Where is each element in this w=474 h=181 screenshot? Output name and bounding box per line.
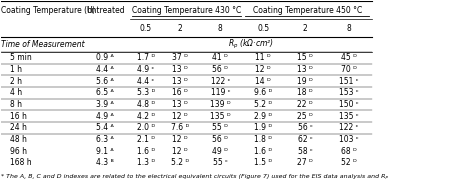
Text: 1.8 ᴰ: 1.8 ᴰ	[254, 135, 272, 144]
Text: 5.6 ᴬ: 5.6 ᴬ	[96, 77, 114, 86]
Text: 16 ᴰ: 16 ᴰ	[172, 88, 188, 97]
Text: 2 h: 2 h	[10, 77, 22, 86]
Text: 56 ᴰ: 56 ᴰ	[212, 135, 228, 144]
Text: Coating Temperature 450 °C: Coating Temperature 450 °C	[253, 6, 362, 15]
Text: 55 ᶜ: 55 ᶜ	[213, 158, 228, 167]
Text: 4.4 ᴬ: 4.4 ᴬ	[96, 65, 114, 74]
Text: $R_p$ (kΩ·cm²): $R_p$ (kΩ·cm²)	[228, 38, 274, 51]
Text: 1.7 ᴰ: 1.7 ᴰ	[137, 53, 155, 62]
Text: 45 ᴰ: 45 ᴰ	[341, 53, 357, 62]
Text: 153 ᶜ: 153 ᶜ	[339, 88, 359, 97]
Text: 4.3 ᴮ: 4.3 ᴮ	[96, 158, 114, 167]
Text: 135 ᴰ: 135 ᴰ	[210, 112, 231, 121]
Text: 8 h: 8 h	[10, 100, 22, 109]
Text: 49 ᴰ: 49 ᴰ	[212, 147, 228, 155]
Text: 16 h: 16 h	[10, 112, 27, 121]
Text: * The A, B, C and D indexes are related to the electrical equivalent circuits (F: * The A, B, C and D indexes are related …	[1, 174, 389, 179]
Text: 24 h: 24 h	[10, 123, 27, 132]
Text: 13 ᴰ: 13 ᴰ	[172, 77, 188, 86]
Text: 150 ᶜ: 150 ᶜ	[339, 100, 359, 109]
Text: Untreated: Untreated	[86, 6, 125, 15]
Text: 4 h: 4 h	[10, 88, 23, 97]
Text: 12 ᴰ: 12 ᴰ	[172, 112, 188, 121]
Text: 56 ᶜ: 56 ᶜ	[298, 123, 312, 132]
Text: 15 ᴰ: 15 ᴰ	[297, 53, 313, 62]
Text: 151 ᶜ: 151 ᶜ	[339, 77, 359, 86]
Text: 5 min: 5 min	[10, 53, 32, 62]
Text: 19 ᴰ: 19 ᴰ	[297, 77, 313, 86]
Text: 0.5: 0.5	[257, 24, 269, 33]
Text: 13 ᴰ: 13 ᴰ	[172, 100, 188, 109]
Text: 12 ᴰ: 12 ᴰ	[255, 65, 271, 74]
Text: 56 ᴰ: 56 ᴰ	[212, 65, 228, 74]
Text: 12 ᴰ: 12 ᴰ	[172, 147, 188, 155]
Text: 2: 2	[302, 24, 307, 33]
Text: 41 ᴰ: 41 ᴰ	[212, 53, 228, 62]
Text: 2.9 ᴰ: 2.9 ᴰ	[254, 112, 272, 121]
Text: 5.4 ᴬ: 5.4 ᴬ	[96, 123, 114, 132]
Text: 0.5: 0.5	[140, 24, 152, 33]
Text: 2.1 ᴰ: 2.1 ᴰ	[137, 135, 155, 144]
Text: 11 ᴰ: 11 ᴰ	[255, 53, 271, 62]
Text: 3.9 ᴬ: 3.9 ᴬ	[96, 100, 114, 109]
Text: 4.2 ᴰ: 4.2 ᴰ	[137, 112, 155, 121]
Text: 13 ᴰ: 13 ᴰ	[297, 65, 313, 74]
Text: 5.2 ᴰ: 5.2 ᴰ	[254, 100, 272, 109]
Text: 122 ᶜ: 122 ᶜ	[210, 77, 230, 86]
Text: 1.3 ᴰ: 1.3 ᴰ	[137, 158, 155, 167]
Text: Coating Temperature (h): Coating Temperature (h)	[1, 6, 95, 15]
Text: Time of Measurement: Time of Measurement	[1, 40, 85, 49]
Text: 2.0 ᴰ: 2.0 ᴰ	[137, 123, 155, 132]
Text: 13 ᴰ: 13 ᴰ	[172, 65, 188, 74]
Text: 122 ᶜ: 122 ᶜ	[339, 123, 359, 132]
Text: 1.9 ᴰ: 1.9 ᴰ	[254, 123, 272, 132]
Text: 37 ᴰ: 37 ᴰ	[172, 53, 188, 62]
Text: 1.6 ᴰ: 1.6 ᴰ	[137, 147, 155, 155]
Text: 12 ᴰ: 12 ᴰ	[172, 135, 188, 144]
Text: 8: 8	[218, 24, 223, 33]
Text: 4.4 ᶜ: 4.4 ᶜ	[137, 77, 155, 86]
Text: 9.6 ᴰ: 9.6 ᴰ	[254, 88, 273, 97]
Text: Coating Temperature 430 °C: Coating Temperature 430 °C	[132, 6, 241, 15]
Text: 62 ᶜ: 62 ᶜ	[298, 135, 312, 144]
Text: 68 ᴰ: 68 ᴰ	[341, 147, 357, 155]
Text: 18 ᴰ: 18 ᴰ	[297, 88, 313, 97]
Text: 4.8 ᴰ: 4.8 ᴰ	[137, 100, 155, 109]
Text: 55 ᴰ: 55 ᴰ	[212, 123, 228, 132]
Text: 1 h: 1 h	[10, 65, 22, 74]
Text: 22 ᴰ: 22 ᴰ	[297, 100, 313, 109]
Text: 96 h: 96 h	[10, 147, 27, 155]
Text: 0.9 ᴬ: 0.9 ᴬ	[96, 53, 114, 62]
Text: 2: 2	[177, 24, 182, 33]
Text: 1.6 ᴰ: 1.6 ᴰ	[254, 147, 272, 155]
Text: 58 ᶜ: 58 ᶜ	[298, 147, 312, 155]
Text: 5.2 ᴰ: 5.2 ᴰ	[171, 158, 189, 167]
Text: 14 ᴰ: 14 ᴰ	[255, 77, 271, 86]
Text: 70 ᴰ: 70 ᴰ	[341, 65, 357, 74]
Text: 1.5 ᴰ: 1.5 ᴰ	[254, 158, 272, 167]
Text: 4.9 ᶜ: 4.9 ᶜ	[137, 65, 155, 74]
Text: 7.6 ᴰ: 7.6 ᴰ	[171, 123, 189, 132]
Text: 27 ᴰ: 27 ᴰ	[297, 158, 313, 167]
Text: 119 ᶜ: 119 ᶜ	[210, 88, 230, 97]
Text: 8: 8	[346, 24, 351, 33]
Text: 4.9 ᴬ: 4.9 ᴬ	[96, 112, 114, 121]
Text: 6.3 ᴬ: 6.3 ᴬ	[96, 135, 114, 144]
Text: 103 ᶜ: 103 ᶜ	[339, 135, 359, 144]
Text: 5.3 ᴰ: 5.3 ᴰ	[137, 88, 155, 97]
Text: 135 ᶜ: 135 ᶜ	[339, 112, 359, 121]
Text: 48 h: 48 h	[10, 135, 27, 144]
Text: 139 ᴰ: 139 ᴰ	[210, 100, 231, 109]
Text: 25 ᴰ: 25 ᴰ	[297, 112, 313, 121]
Text: 52 ᴰ: 52 ᴰ	[341, 158, 357, 167]
Text: 168 h: 168 h	[10, 158, 32, 167]
Text: 9.1 ᴬ: 9.1 ᴬ	[96, 147, 114, 155]
Text: 6.5 ᴬ: 6.5 ᴬ	[96, 88, 114, 97]
